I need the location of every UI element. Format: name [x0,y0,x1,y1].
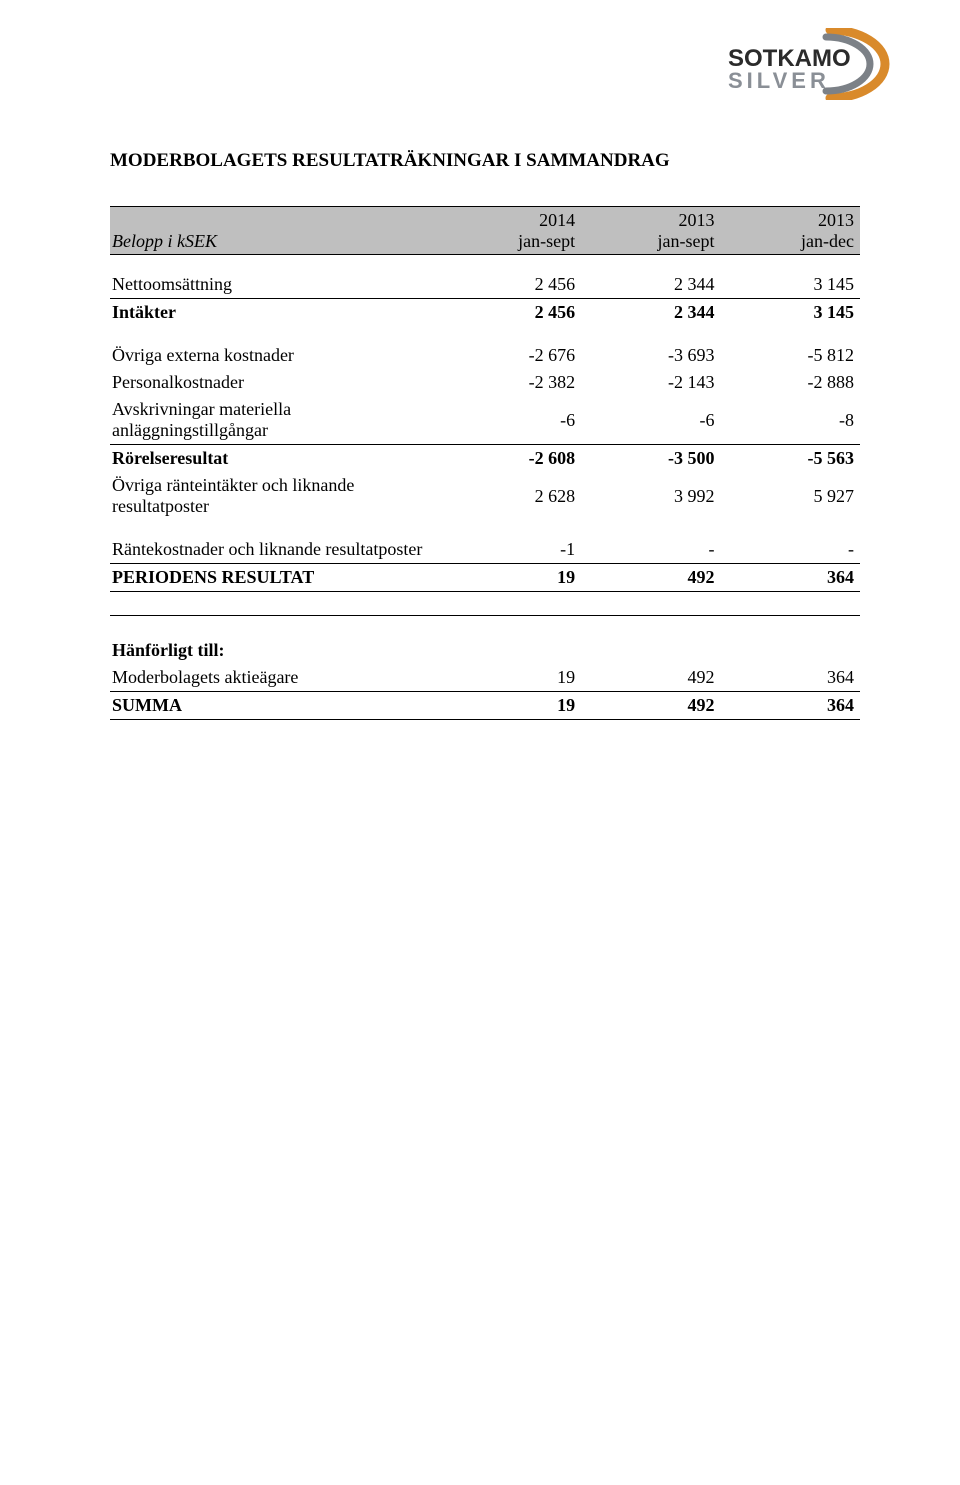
table-row: Intäkter2 4562 3443 145 [110,299,860,327]
row-value: -2 888 [721,369,860,396]
table-header-row: . Belopp i kSEK 2014 jan-sept 2013 jan-s… [110,207,860,255]
page-title: MODERBOLAGETS RESULTATRÄKNINGAR I SAMMAN… [110,150,860,172]
row-label: PERIODENS RESULTAT [110,564,442,592]
row-value: 492 [581,564,720,592]
row-value: 2 456 [442,271,581,299]
row-value: -3 500 [581,445,720,473]
secondary-title: Hänförligt till: [110,616,442,665]
row-value: 364 [721,692,860,720]
logo-bottom-text: SILVER [728,68,830,93]
header-col-2: 2013 jan-dec [721,207,860,255]
financial-table: . Belopp i kSEK 2014 jan-sept 2013 jan-s… [110,206,860,720]
row-value: 19 [442,664,581,692]
row-value: -2 608 [442,445,581,473]
header-period-0: jan-sept [448,231,575,252]
header-period-2: jan-dec [727,231,854,252]
table-row: PERIODENS RESULTAT19492364 [110,564,860,592]
header-year-1: 2013 [587,210,714,231]
header-label: Belopp i kSEK [112,231,436,252]
row-label: Rörelseresultat [110,445,442,473]
row-value: -5 812 [721,342,860,369]
row-value: -2 143 [581,369,720,396]
header-col-0: 2014 jan-sept [442,207,581,255]
row-label: Räntekostnader och liknande resultatpost… [110,536,442,564]
secondary-title-row: Hänförligt till: [110,616,860,665]
row-value: 3 145 [721,271,860,299]
row-value: 19 [442,564,581,592]
row-label: Avskrivningar materiella anläggningstill… [110,396,442,445]
row-value: -1 [442,536,581,564]
row-label: Övriga externa kostnader [110,342,442,369]
table-row: Nettoomsättning2 4562 3443 145 [110,271,860,299]
row-value: 492 [581,692,720,720]
row-label: Nettoomsättning [110,271,442,299]
row-value: -6 [581,396,720,445]
header-col-1: 2013 jan-sept [581,207,720,255]
header-year-0: 2014 [448,210,575,231]
row-value: 2 344 [581,271,720,299]
row-label: Intäkter [110,299,442,327]
header-period-1: jan-sept [587,231,714,252]
table-row: Rörelseresultat-2 608-3 500-5 563 [110,445,860,473]
table-row: Räntekostnader och liknande resultatpost… [110,536,860,564]
table-row: Övriga externa kostnader-2 676-3 693-5 8… [110,342,860,369]
table-row: Moderbolagets aktieägare19492364 [110,664,860,692]
row-value: 364 [721,564,860,592]
row-value: 3 992 [581,472,720,520]
row-value: - [721,536,860,564]
row-value: -2 676 [442,342,581,369]
row-value: 364 [721,664,860,692]
row-value: 492 [581,664,720,692]
row-value: - [581,536,720,564]
table-row: SUMMA19492364 [110,692,860,720]
row-value: -6 [442,396,581,445]
table-row: Personalkostnader-2 382-2 143-2 888 [110,369,860,396]
row-value: -2 382 [442,369,581,396]
row-value: -3 693 [581,342,720,369]
row-label: Moderbolagets aktieägare [110,664,442,692]
row-value: 5 927 [721,472,860,520]
row-value: 2 344 [581,299,720,327]
row-value: 19 [442,692,581,720]
row-value: -8 [721,396,860,445]
header-year-2: 2013 [727,210,854,231]
row-label: SUMMA [110,692,442,720]
company-logo: SOTKAMO SILVER [720,28,900,100]
row-value: 2 456 [442,299,581,327]
header-label-cell: . Belopp i kSEK [110,207,442,255]
table-row: Övriga ränteintäkter och liknande result… [110,472,860,520]
row-value: 3 145 [721,299,860,327]
table-row: Avskrivningar materiella anläggningstill… [110,396,860,445]
row-value: -5 563 [721,445,860,473]
page-container: SOTKAMO SILVER MODERBOLAGETS RESULTATRÄK… [0,0,960,1485]
row-value: 2 628 [442,472,581,520]
row-label: Personalkostnader [110,369,442,396]
row-label: Övriga ränteintäkter och liknande result… [110,472,442,520]
